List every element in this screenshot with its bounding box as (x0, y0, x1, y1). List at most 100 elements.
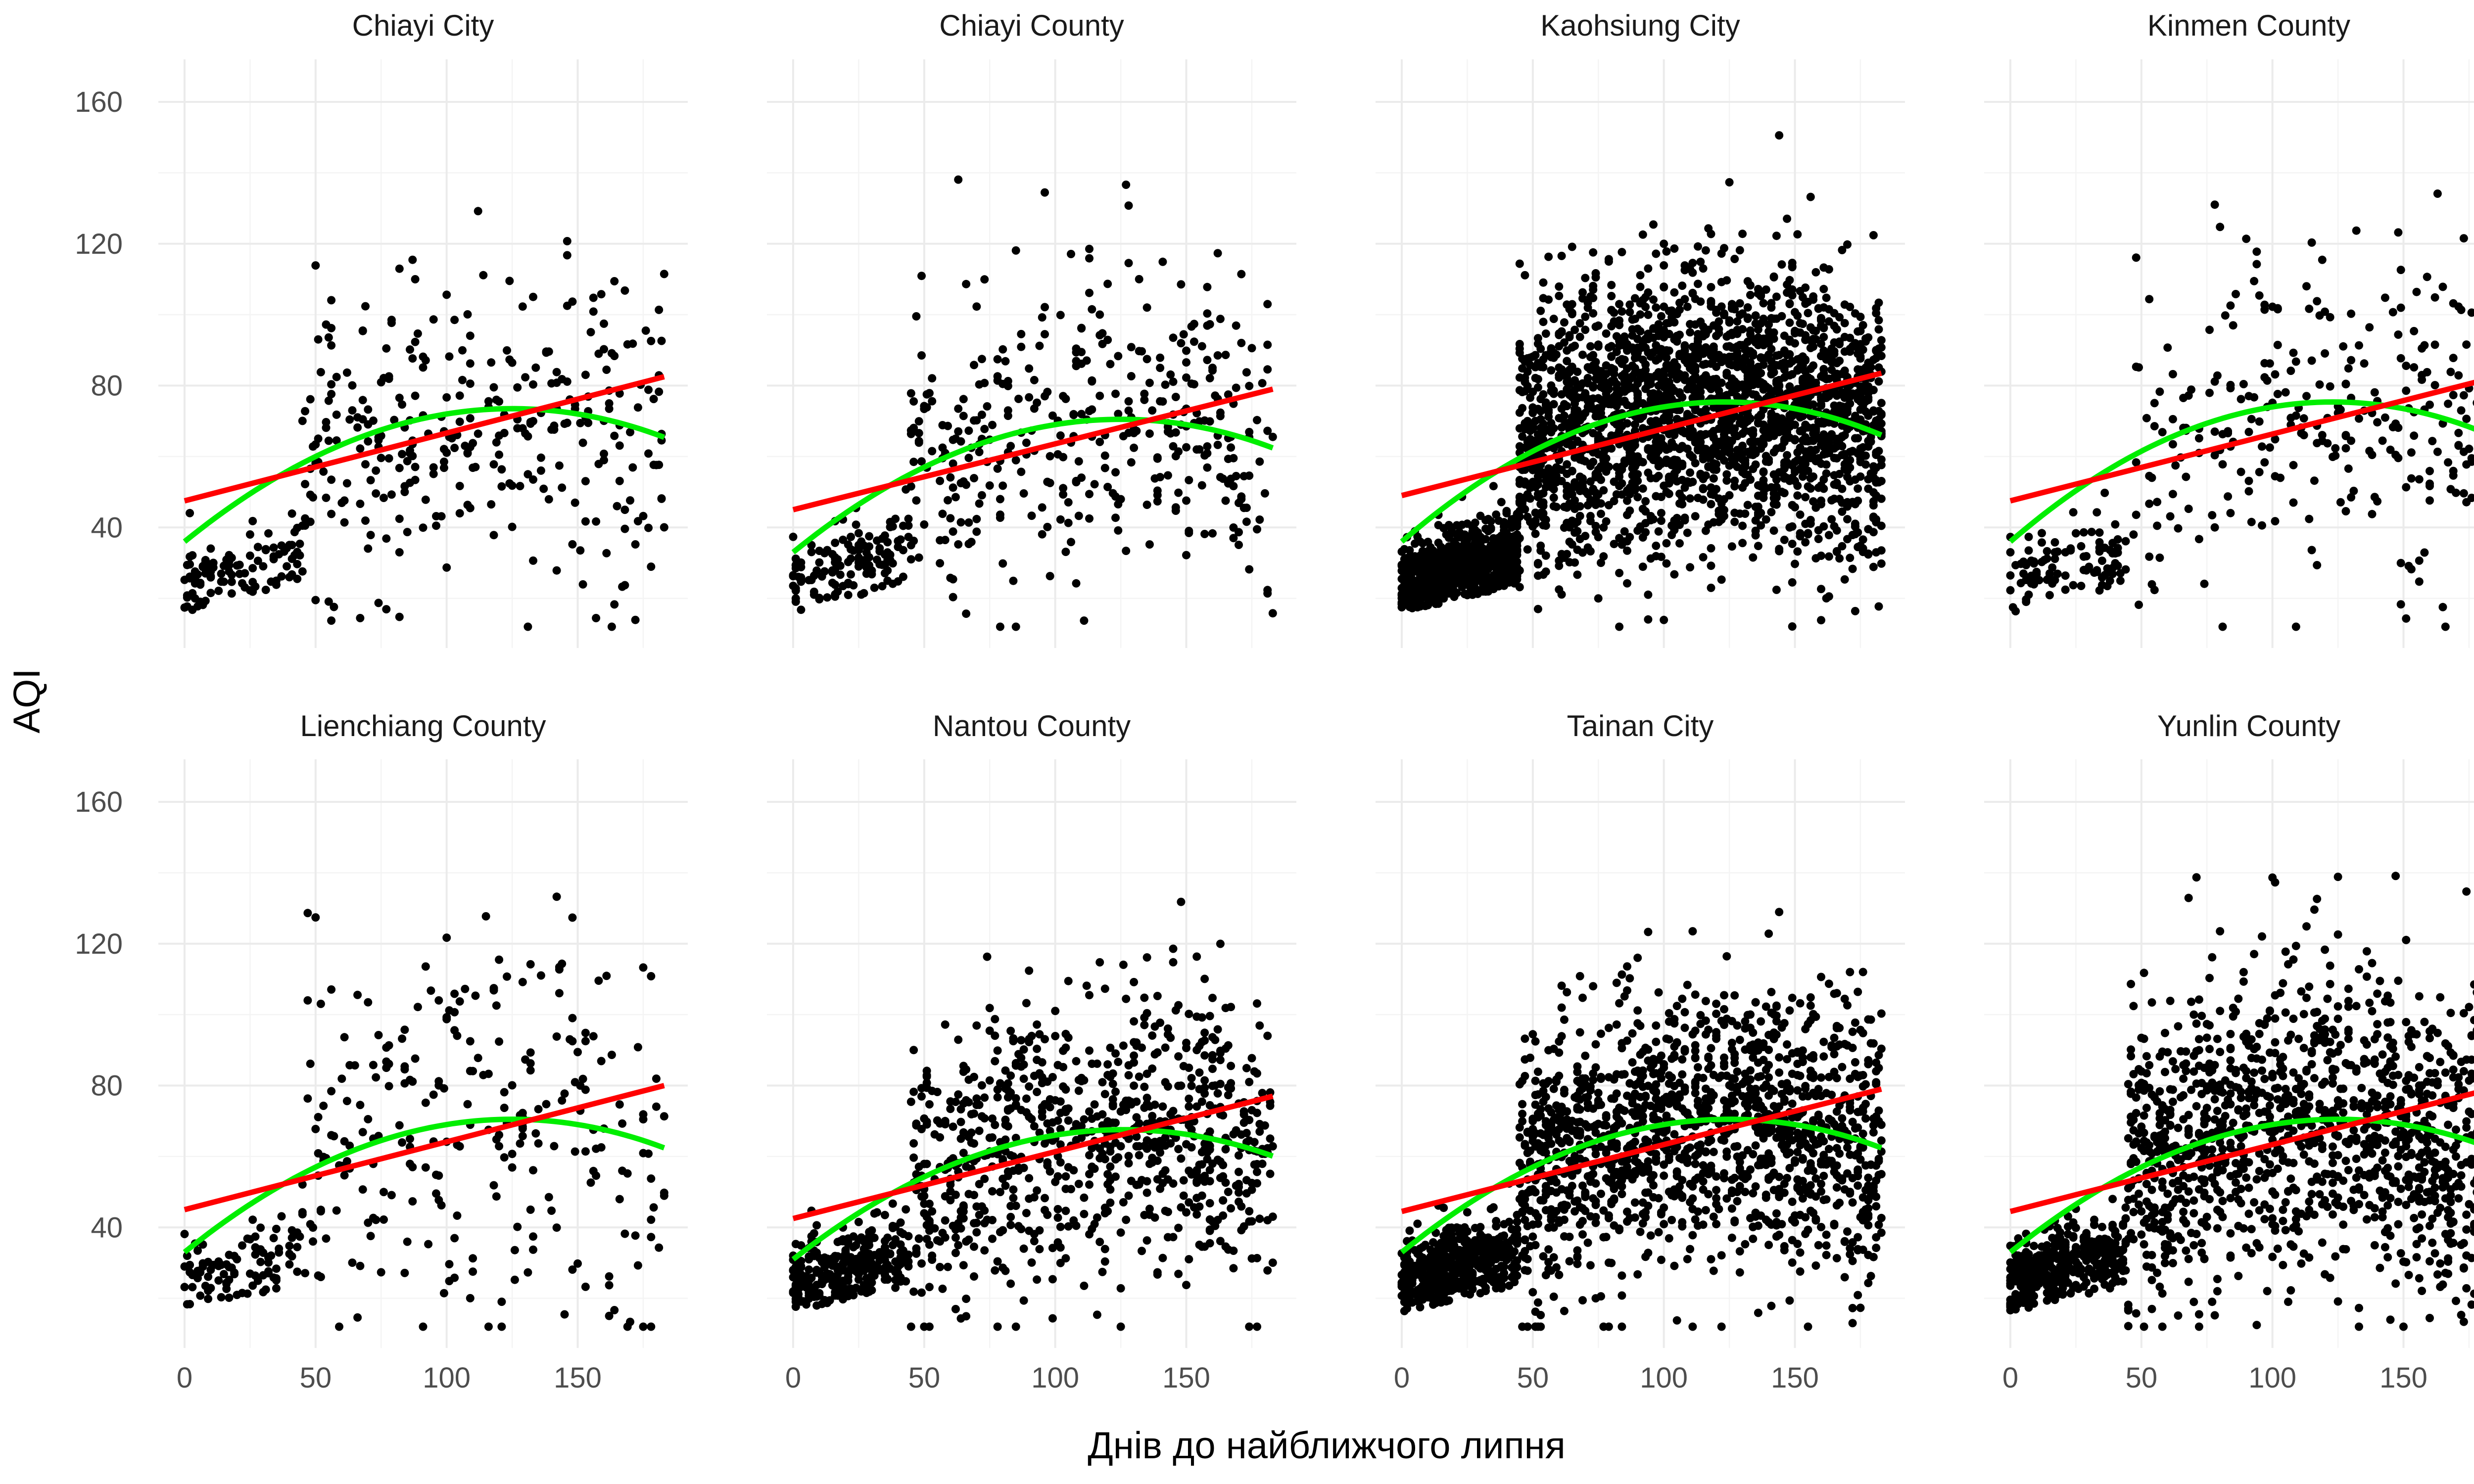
data-point (303, 996, 312, 1005)
data-point (1549, 400, 1558, 409)
data-point (1200, 1076, 1209, 1085)
data-point (455, 482, 464, 490)
data-point (1413, 581, 1422, 590)
data-point (314, 1149, 323, 1158)
data-point (1707, 429, 1715, 438)
data-point (1722, 470, 1731, 479)
data-point (1019, 1074, 1028, 1083)
data-point (327, 985, 336, 994)
data-point (301, 1269, 310, 1278)
data-point (1612, 490, 1621, 499)
data-point (639, 511, 648, 520)
data-point (2380, 413, 2389, 422)
data-point (1515, 259, 1524, 268)
data-point (2050, 538, 2059, 547)
data-point (342, 479, 351, 488)
data-point (1811, 554, 1820, 563)
data-point (395, 264, 404, 273)
data-point (2113, 548, 2122, 557)
data-point (1738, 521, 1747, 530)
data-point (461, 984, 470, 993)
data-point (631, 1231, 640, 1240)
data-point (1861, 407, 1870, 416)
data-point (2326, 382, 2334, 391)
data-point (2430, 340, 2439, 349)
data-point (327, 475, 336, 484)
data-point (1644, 264, 1653, 273)
y-tick-label: 160 (75, 786, 123, 818)
data-point (2218, 622, 2227, 631)
data-point (1177, 280, 1186, 289)
data-point (196, 1291, 205, 1300)
data-point (1735, 299, 1744, 308)
data-point (1788, 578, 1797, 587)
data-point (277, 1212, 286, 1221)
data-point (555, 989, 564, 998)
data-point (2111, 520, 2120, 529)
data-point (261, 545, 270, 554)
data-point (479, 271, 488, 279)
data-point (589, 1032, 598, 1041)
data-point (2229, 321, 2237, 330)
data-point (615, 441, 624, 450)
data-point (382, 605, 391, 614)
data-point (1077, 410, 1086, 418)
data-point (2255, 467, 2264, 476)
data-point (529, 1245, 537, 1254)
data-point (516, 482, 524, 491)
data-point (993, 355, 1002, 364)
data-point (1630, 369, 1639, 377)
data-point (1088, 376, 1096, 385)
data-point (941, 1020, 950, 1029)
data-point (374, 1031, 383, 1039)
data-point (1069, 411, 1078, 419)
data-point (1696, 430, 1705, 439)
data-point (534, 1139, 543, 1148)
data-point (1623, 579, 1631, 588)
data-point (1772, 232, 1781, 240)
data-point (1268, 609, 1277, 618)
data-point (180, 1230, 189, 1239)
data-point (1754, 418, 1762, 427)
data-point (1819, 332, 1828, 341)
data-point (600, 319, 608, 328)
data-point (862, 569, 871, 578)
data-point (1061, 548, 1070, 556)
data-point (484, 1322, 493, 1331)
data-point (1662, 319, 1671, 327)
data-point (1489, 482, 1498, 491)
data-point (2244, 427, 2253, 436)
data-point (1806, 344, 1815, 352)
data-point (1667, 438, 1676, 447)
data-point (2205, 388, 2214, 397)
data-point (1114, 526, 1123, 535)
data-point (442, 933, 451, 942)
data-point (854, 1217, 863, 1226)
data-point (1751, 312, 1760, 321)
data-point (2286, 367, 2295, 375)
data-point (1471, 518, 1479, 527)
data-point (1142, 355, 1151, 364)
data-point (1662, 353, 1671, 362)
data-point (1819, 365, 1828, 373)
data-point (1791, 559, 1799, 568)
data-point (1227, 1062, 1236, 1070)
data-point (319, 1102, 328, 1110)
data-point (639, 963, 648, 972)
data-point (495, 397, 504, 406)
data-point (1166, 429, 1175, 438)
data-point (626, 496, 634, 505)
data-point (2150, 422, 2159, 431)
data-point (954, 540, 963, 549)
data-point (1216, 408, 1225, 417)
data-point (1714, 517, 1723, 526)
data-point (1798, 293, 1807, 302)
data-point (1730, 453, 1739, 462)
data-point (1856, 444, 1865, 453)
data-point (791, 560, 800, 569)
data-point (1552, 463, 1561, 472)
data-point (253, 1245, 262, 1253)
data-point (1817, 316, 1825, 325)
data-point (1851, 522, 1859, 531)
data-point (492, 1001, 501, 1010)
